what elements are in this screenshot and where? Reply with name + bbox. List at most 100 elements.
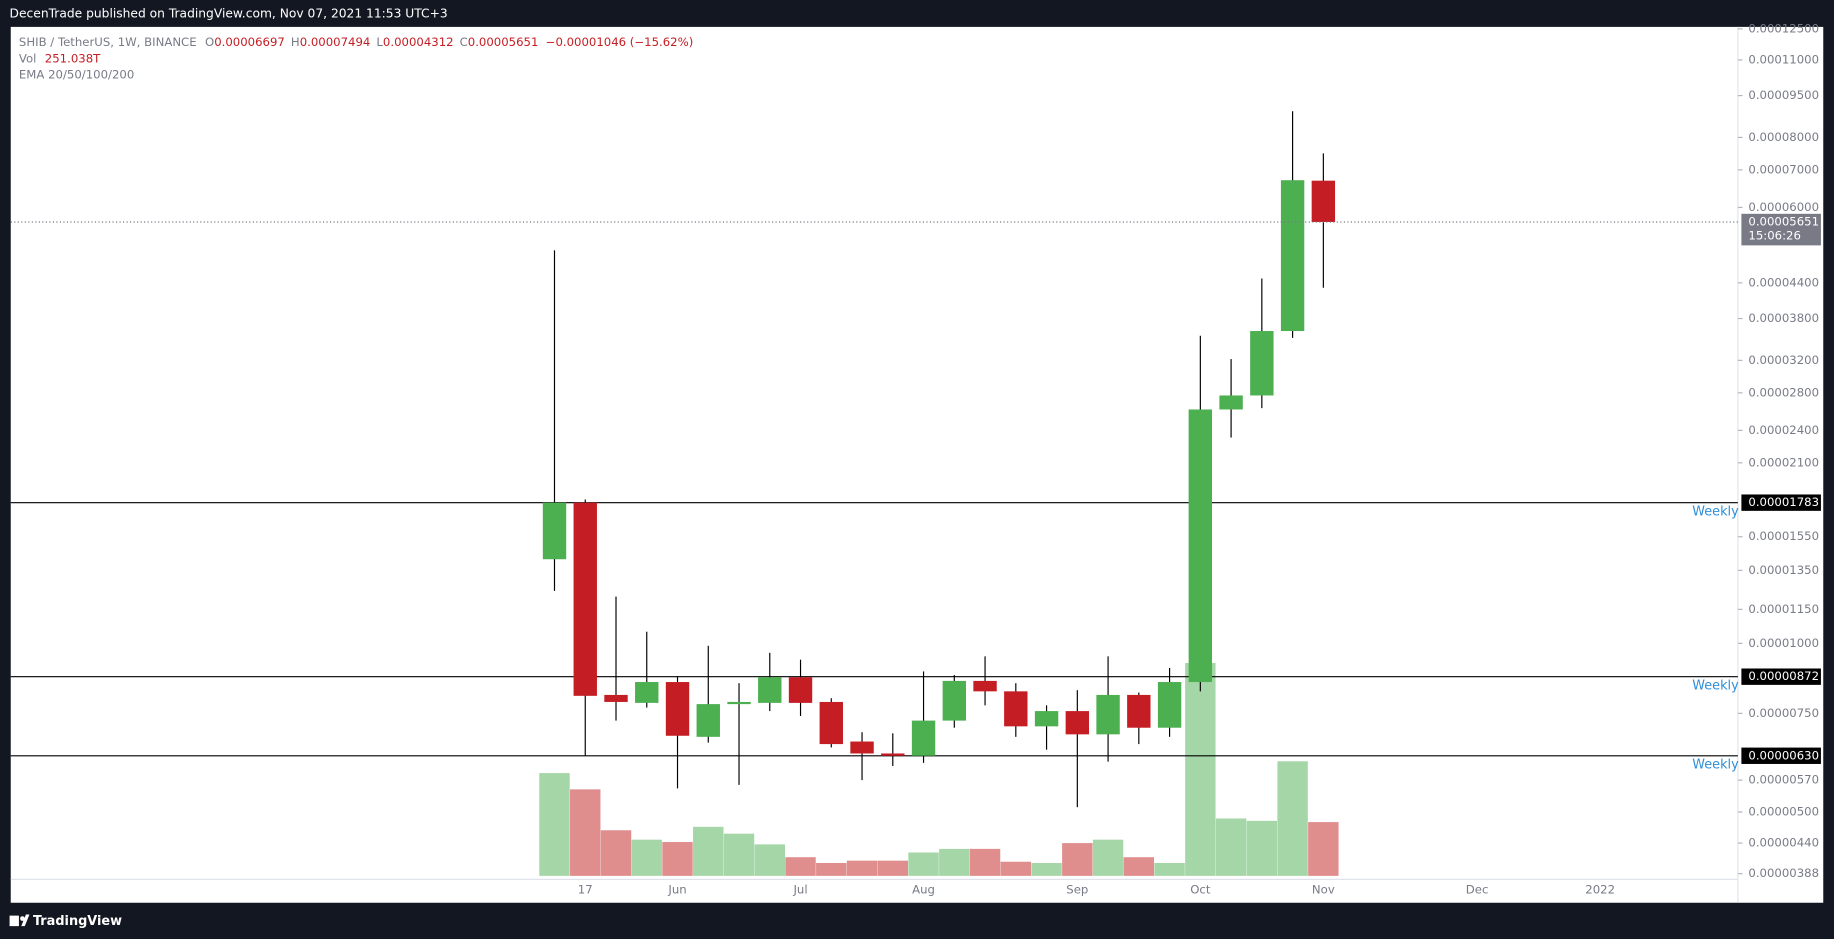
c-label: C (460, 35, 468, 49)
y-tick-label: 0.00002800 (1748, 385, 1819, 399)
logo-part (20, 916, 25, 921)
candle-body (1065, 711, 1090, 735)
c-value: 0.00005651 (468, 35, 539, 49)
last-price-label: 0.00005651 (1748, 214, 1819, 228)
y-tick-label: 0.00007000 (1748, 162, 1819, 176)
volume-bar (600, 830, 632, 876)
o-label: O (205, 35, 214, 49)
level-name: Weekly (1692, 679, 1739, 694)
x-tick-label: Oct (1190, 882, 1211, 896)
candle-body (1127, 694, 1151, 728)
logo-part (21, 914, 30, 927)
level-label-box (1741, 494, 1821, 511)
brand: TradingView (33, 914, 122, 929)
volume-bar (785, 857, 816, 876)
last-price-box (1741, 213, 1821, 246)
volume-bar (754, 844, 785, 876)
candle-body (973, 680, 997, 692)
change: −0.00001046 (−15.62%) (546, 35, 694, 49)
candle-body (788, 677, 813, 703)
level-label: 0.00000630 (1748, 748, 1819, 762)
volume-bar (1277, 761, 1308, 876)
level-label: 0.00000872 (1748, 669, 1819, 683)
volume-bar (939, 848, 970, 876)
volume-bar (1092, 839, 1124, 876)
y-tick-label: 0.00012500 (1748, 21, 1819, 35)
level-name: Weekly (1692, 758, 1739, 773)
volume-bar (1062, 843, 1093, 876)
candle-body (1188, 409, 1213, 683)
vol-label: Vol (19, 51, 36, 65)
x-tick-label: Sep (1066, 882, 1088, 896)
y-tick-label: 0.00004400 (1748, 275, 1819, 289)
y-tick-label: 0.00001550 (1748, 529, 1819, 543)
y-tick-label: 0.00002400 (1748, 423, 1819, 437)
volume-bar (1000, 861, 1032, 876)
candle-body (1280, 180, 1305, 332)
level-label: 0.00001783 (1748, 495, 1819, 509)
candle-body (696, 704, 720, 737)
volume-bar (570, 789, 601, 876)
candle-body (1096, 694, 1120, 735)
x-tick-label: Jun (667, 882, 686, 896)
candle-body (850, 741, 874, 754)
y-tick-label: 0.00006000 (1748, 200, 1819, 214)
candle-body (665, 682, 690, 736)
volume-bar (1215, 818, 1247, 876)
candle-body (1219, 395, 1243, 410)
candle-body (1311, 180, 1336, 222)
vol-value: 251.038T (45, 51, 101, 65)
volume-bar (1123, 857, 1155, 876)
volume-bar (969, 848, 1001, 876)
x-tick-label: Nov (1312, 882, 1335, 896)
y-tick-label: 0.00001000 (1748, 636, 1819, 650)
y-tick-label: 0.00002100 (1748, 455, 1819, 469)
y-tick-label: 0.00011000 (1748, 52, 1819, 66)
volume-bar (1185, 663, 1216, 876)
symbol: SHIB / TetherUS, 1W, BINANCE (19, 35, 197, 49)
y-tick-label: 0.00008000 (1748, 130, 1819, 144)
volume-bar (539, 773, 570, 876)
candle-body (573, 502, 597, 696)
published-line: DecenTrade published on TradingView.com,… (10, 7, 448, 21)
level-label-box (1741, 668, 1821, 685)
y-tick-label: 0.00001150 (1748, 602, 1819, 616)
legend-line: SHIB / TetherUS, 1W, BINANCE O0.00006697… (19, 35, 693, 49)
volume-bar (908, 852, 939, 876)
candle-body (727, 701, 751, 705)
countdown: 15:06:26 (1748, 229, 1800, 243)
y-tick-label: 0.00003800 (1748, 311, 1819, 325)
volume-bar (1031, 863, 1062, 876)
candle-body (604, 694, 628, 702)
candle-body (881, 753, 905, 756)
candle-body (758, 677, 782, 703)
ema-legend: EMA 20/50/100/200 (19, 67, 134, 81)
volume-bar (631, 839, 662, 876)
logo-part (9, 915, 19, 927)
y-tick-label: 0.00001350 (1748, 563, 1819, 577)
y-tick-label: 0.00003200 (1748, 353, 1819, 367)
x-tick-label: Dec (1466, 882, 1489, 896)
h-label: H (291, 35, 300, 49)
volume-bar (1308, 822, 1339, 876)
volume-bar (846, 860, 878, 876)
volume-legend: Vol 251.038T (19, 51, 101, 65)
l-label: L (376, 35, 383, 49)
candle-body (635, 682, 659, 703)
y-tick-label: 0.00000388 (1748, 866, 1819, 880)
chart-area (10, 26, 1824, 903)
x-tick-label: 2022 (1585, 882, 1615, 896)
candle-body (1004, 691, 1028, 727)
y-tick-label: 0.00000750 (1748, 706, 1819, 720)
y-tick-label: 0.00009500 (1748, 88, 1819, 102)
volume-bar (723, 833, 755, 876)
level-name: Weekly (1692, 505, 1739, 520)
volume-bar (662, 842, 693, 876)
volume-bar (877, 860, 908, 876)
candle-body (942, 680, 966, 721)
candle-body (911, 720, 936, 756)
candle-body (1034, 711, 1059, 727)
candle-body (1157, 682, 1182, 728)
candle-body (542, 502, 567, 560)
